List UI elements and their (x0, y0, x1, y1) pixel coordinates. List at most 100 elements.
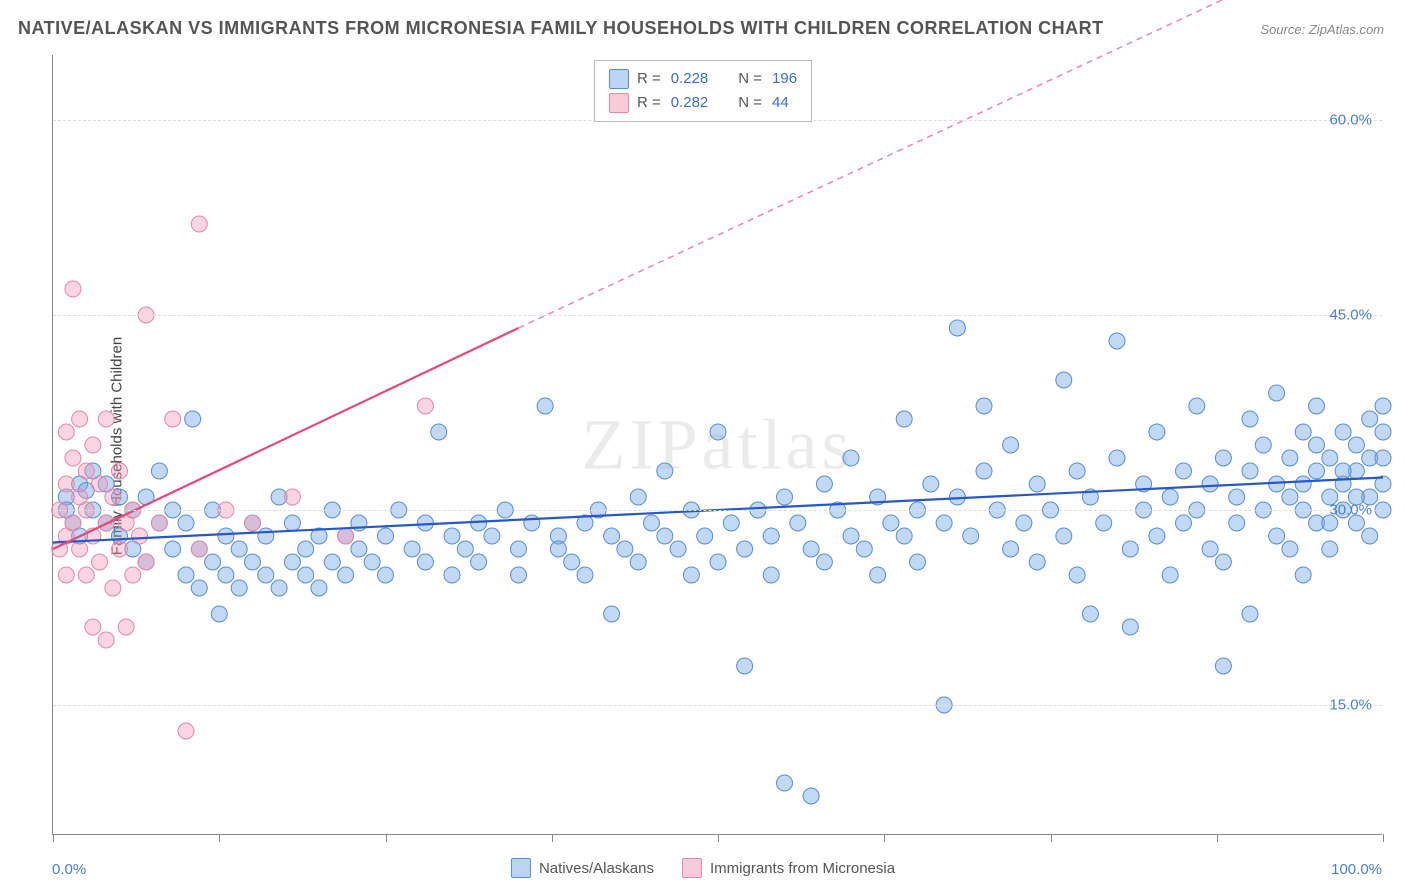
data-point (1269, 385, 1285, 401)
data-point (511, 541, 527, 557)
data-point (1109, 450, 1125, 466)
data-point (78, 463, 94, 479)
data-point (790, 515, 806, 531)
data-point (1162, 489, 1178, 505)
x-tick (1217, 834, 1218, 842)
x-axis-min-label: 0.0% (52, 861, 86, 878)
data-point (1362, 411, 1378, 427)
data-point (191, 216, 207, 232)
data-point (417, 398, 433, 414)
r-value: 0.282 (671, 91, 709, 115)
data-point (1122, 619, 1138, 635)
data-point (311, 580, 327, 596)
data-point (218, 528, 234, 544)
data-point (378, 528, 394, 544)
data-point (1242, 606, 1258, 622)
y-tick-label: 30.0% (1329, 502, 1372, 519)
data-point (723, 515, 739, 531)
data-point (1056, 528, 1072, 544)
data-point (444, 528, 460, 544)
data-point (843, 528, 859, 544)
x-tick (53, 834, 54, 842)
data-point (431, 424, 447, 440)
x-tick (219, 834, 220, 842)
data-point (1282, 541, 1298, 557)
data-point (777, 775, 793, 791)
x-axis-max-label: 100.0% (1331, 861, 1382, 878)
x-tick (718, 834, 719, 842)
data-point (191, 541, 207, 557)
y-tick-label: 45.0% (1329, 307, 1372, 324)
source-label: Source: ZipAtlas.com (1260, 22, 1384, 37)
data-point (577, 567, 593, 583)
data-point (92, 476, 108, 492)
data-point (298, 567, 314, 583)
legend-stat-row: R =0.282N =44 (609, 91, 797, 115)
data-point (78, 567, 94, 583)
data-point (105, 489, 121, 505)
data-point (976, 463, 992, 479)
data-point (1375, 424, 1391, 440)
data-point (657, 463, 673, 479)
data-point (1348, 437, 1364, 453)
data-point (444, 567, 460, 583)
data-point (697, 528, 713, 544)
data-point (564, 554, 580, 570)
legend-swatch (609, 69, 629, 89)
data-point (131, 528, 147, 544)
data-point (112, 463, 128, 479)
data-point (1056, 372, 1072, 388)
data-point (1029, 554, 1045, 570)
data-point (205, 554, 221, 570)
data-point (1335, 424, 1351, 440)
data-point (1149, 528, 1165, 544)
data-point (72, 411, 88, 427)
data-point (1003, 437, 1019, 453)
data-point (630, 554, 646, 570)
data-point (231, 580, 247, 596)
r-label: R = (637, 67, 661, 91)
data-point (910, 554, 926, 570)
data-point (1096, 515, 1112, 531)
data-point (777, 489, 793, 505)
data-point (1069, 463, 1085, 479)
data-point (1215, 658, 1231, 674)
data-point (351, 541, 367, 557)
data-point (1309, 463, 1325, 479)
data-point (284, 515, 300, 531)
data-point (125, 567, 141, 583)
data-point (258, 567, 274, 583)
data-point (511, 567, 527, 583)
data-point (604, 606, 620, 622)
data-point (710, 424, 726, 440)
data-point (604, 528, 620, 544)
trend-line (519, 0, 1384, 328)
data-point (218, 567, 234, 583)
data-point (245, 554, 261, 570)
data-point (1069, 567, 1085, 583)
data-point (1176, 463, 1192, 479)
data-point (258, 528, 274, 544)
legend-stat-row: R =0.228N =196 (609, 67, 797, 91)
legend-item: Immigrants from Micronesia (682, 858, 895, 878)
r-value: 0.228 (671, 67, 709, 91)
data-point (1335, 463, 1351, 479)
x-tick (386, 834, 387, 842)
data-point (1229, 515, 1245, 531)
legend-bottom: Natives/AlaskansImmigrants from Micrones… (511, 858, 895, 878)
data-point (72, 541, 88, 557)
data-point (883, 515, 899, 531)
n-label: N = (738, 67, 762, 91)
data-point (58, 476, 74, 492)
legend-swatch (682, 858, 702, 878)
data-point (1295, 424, 1311, 440)
data-point (165, 541, 181, 557)
data-point (1309, 437, 1325, 453)
data-point (1269, 528, 1285, 544)
data-point (683, 567, 699, 583)
data-point (1003, 541, 1019, 557)
data-point (178, 723, 194, 739)
data-point (271, 580, 287, 596)
data-point (856, 541, 872, 557)
data-point (803, 788, 819, 804)
